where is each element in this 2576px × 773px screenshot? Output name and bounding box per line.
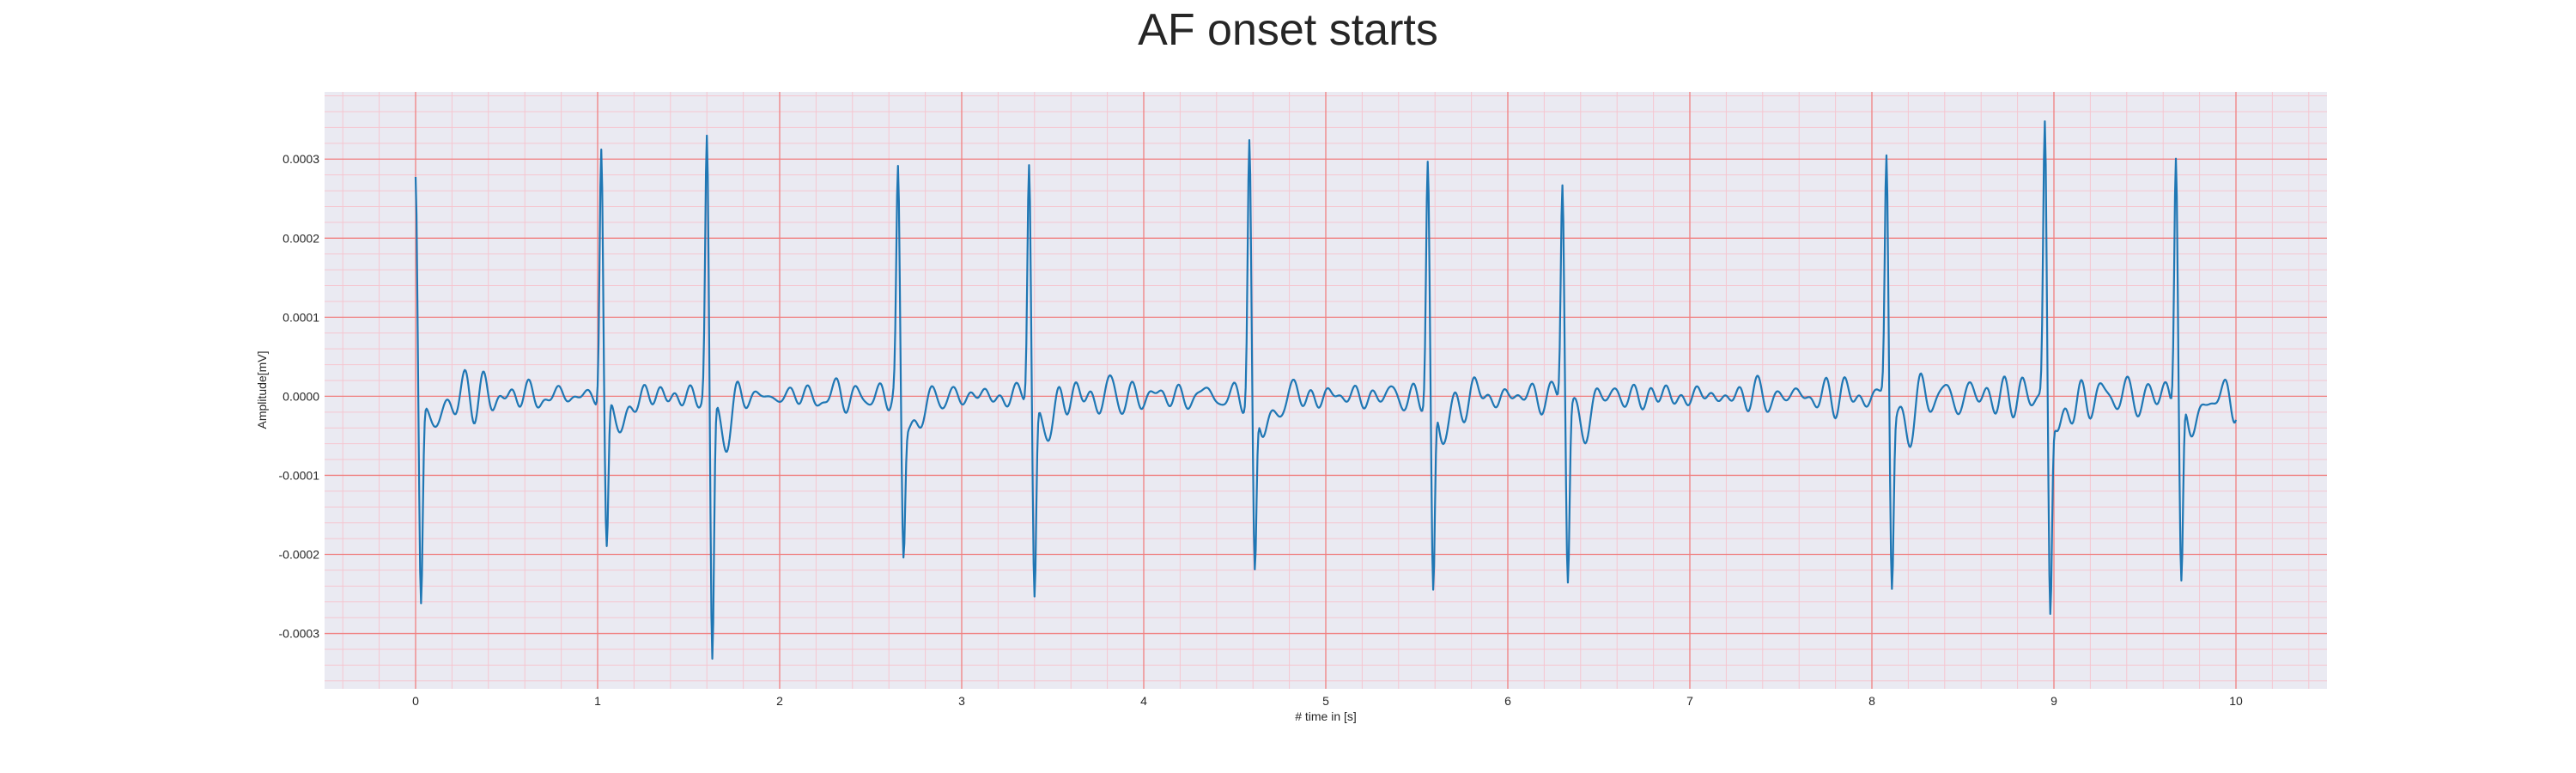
x-axis-label: # time in [s] <box>1295 709 1357 723</box>
x-tick-label: 0 <box>412 694 419 708</box>
x-tick-label: 1 <box>594 694 601 708</box>
x-tick-label: 2 <box>776 694 783 708</box>
y-tick-label: -0.0003 <box>279 627 320 641</box>
y-tick-label: 0.0001 <box>283 310 319 324</box>
x-axis-ticks: 0 1 2 3 4 5 6 7 8 9 10 <box>412 694 2243 708</box>
x-tick-label: 4 <box>1140 694 1147 708</box>
x-tick-label: 8 <box>1868 694 1875 708</box>
x-tick-label: 9 <box>2050 694 2057 708</box>
ecg-trace-line <box>414 120 2238 660</box>
y-tick-label: 0.0003 <box>283 152 319 166</box>
x-tick-label: 10 <box>2229 694 2243 708</box>
chart-title: AF onset starts <box>1138 5 1438 55</box>
major-grid <box>325 92 2327 689</box>
x-tick-label: 6 <box>1504 694 1511 708</box>
y-tick-label: 0.0002 <box>283 231 319 245</box>
y-axis-ticks: -0.0003 -0.0002 -0.0001 0.0000 0.0001 0.0002 0… <box>279 152 320 640</box>
y-tick-label: -0.0002 <box>279 548 320 562</box>
y-tick-label: 0.0000 <box>283 389 319 403</box>
x-tick-label: 5 <box>1322 694 1329 708</box>
y-axis-label: Amplitude[mV] <box>255 350 269 429</box>
x-tick-label: 7 <box>1686 694 1693 708</box>
y-tick-label: -0.0001 <box>279 468 320 482</box>
ecg-trace-layer <box>414 120 2238 660</box>
x-tick-label: 3 <box>958 694 965 708</box>
